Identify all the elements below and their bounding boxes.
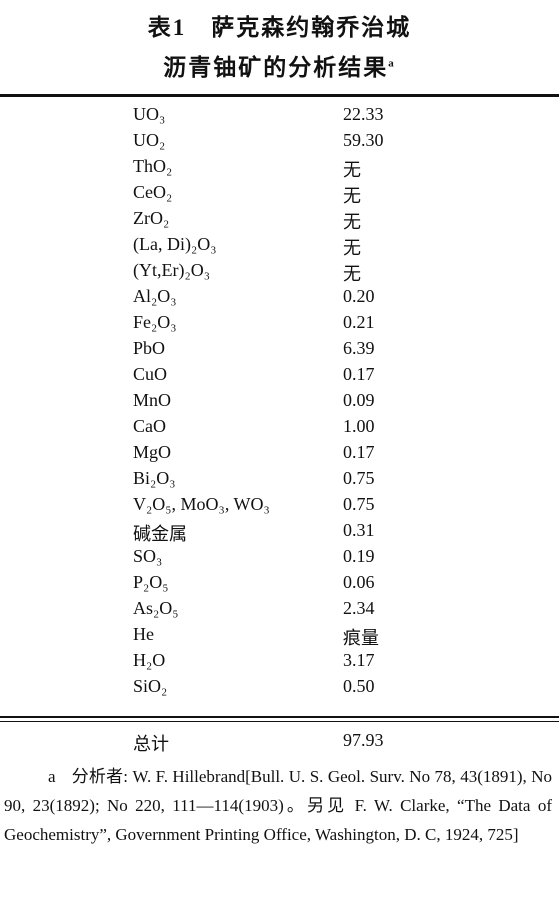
footnote: a 分析者: W. F. Hillebrand[Bull. U. S. Geol.… <box>4 762 552 849</box>
subtitle-text: 沥青铀矿的分析结果 <box>163 55 389 80</box>
component-cell: V₂O₅, MoO₃, WO₃ <box>133 494 270 514</box>
subtitle-note: a <box>388 57 396 70</box>
component-cell: CaO <box>133 416 166 436</box>
footnote-text: 分析者: W. F. Hillebrand[Bull. U. S. Geol. … <box>4 767 552 844</box>
value-cell: 22.33 <box>343 104 384 124</box>
table-title: 表1 萨克森约翰乔治城 <box>147 15 412 40</box>
value-cell: 0.09 <box>343 390 375 410</box>
value-cell: 无 <box>343 238 361 258</box>
value-cell: 0.19 <box>343 546 375 566</box>
total-label: 总计 <box>133 734 169 754</box>
component-cell: Bi₂O₃ <box>133 468 176 488</box>
value-cell: 0.75 <box>343 468 375 488</box>
total-value: 97.93 <box>343 730 384 750</box>
value-cell: 0.21 <box>343 312 375 332</box>
component-cell: UO₂ <box>133 130 166 150</box>
component-cell: PbO <box>133 338 166 358</box>
component-cell: H₂O <box>133 650 166 670</box>
component-cell: 碱金属 <box>133 524 187 544</box>
value-cell: 0.50 <box>343 676 375 696</box>
value-cell: 0.75 <box>343 494 375 514</box>
value-cell: 3.17 <box>343 650 375 670</box>
value-cell: 1.00 <box>343 416 375 436</box>
value-cell: 无 <box>343 212 361 232</box>
component-cell: ZrO₂ <box>133 208 170 228</box>
value-cell: 0.17 <box>343 364 375 384</box>
component-cell: (Yt,Er)₂O₃ <box>133 260 211 280</box>
double-rule <box>0 716 559 718</box>
component-cell: Fe₂O₃ <box>133 312 177 332</box>
component-cell: As₂O₅ <box>133 598 179 618</box>
value-cell: 无 <box>343 186 361 206</box>
double-rule <box>0 721 559 722</box>
footnote-label: a <box>48 767 56 786</box>
value-cell: 0.31 <box>343 520 375 540</box>
component-cell: Al₂O₃ <box>133 286 177 306</box>
value-cell: 0.20 <box>343 286 375 306</box>
component-cell: P₂O₅ <box>133 572 169 592</box>
top-rule <box>0 94 559 97</box>
component-cell: MgO <box>133 442 172 462</box>
table-subtitle: 沥青铀矿的分析结果a <box>0 48 559 82</box>
component-cell: UO₃ <box>133 104 166 124</box>
component-cell: CeO₂ <box>133 182 173 202</box>
component-cell: MnO <box>133 390 172 410</box>
value-cell: 6.39 <box>343 338 375 358</box>
value-cell: 痕量 <box>343 628 379 648</box>
component-cell: He <box>133 624 154 644</box>
value-cell: 2.34 <box>343 598 375 618</box>
value-cell: 0.17 <box>343 442 375 462</box>
value-cell: 无 <box>343 160 361 180</box>
component-cell: SiO₂ <box>133 676 168 696</box>
component-cell: ThO₂ <box>133 156 173 176</box>
component-cell: SO₃ <box>133 546 163 566</box>
value-cell: 无 <box>343 264 361 284</box>
value-cell: 59.30 <box>343 130 384 150</box>
component-cell: CuO <box>133 364 168 384</box>
component-cell: (La, Di)₂O₃ <box>133 234 217 254</box>
value-cell: 0.06 <box>343 572 375 592</box>
